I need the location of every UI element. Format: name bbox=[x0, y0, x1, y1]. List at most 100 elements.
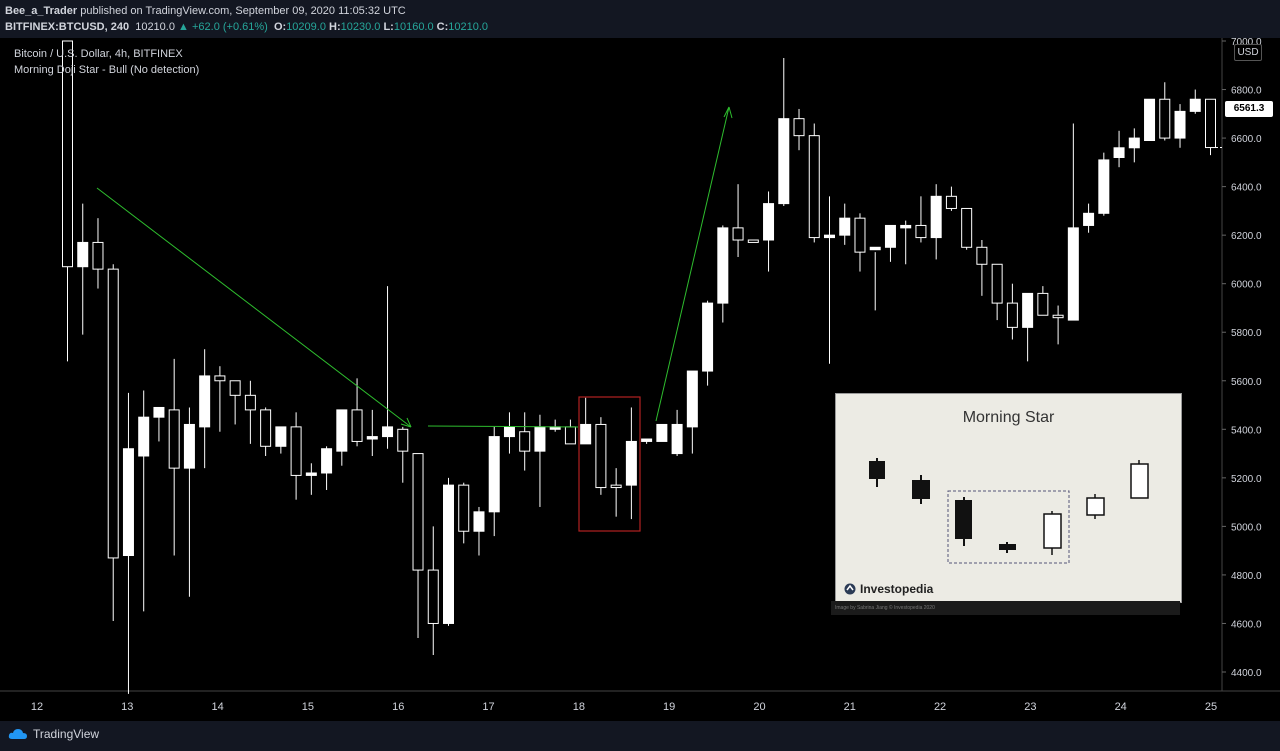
y-tick-label: 6000.0 bbox=[1231, 280, 1262, 291]
candle-body bbox=[671, 423, 683, 455]
candle-body bbox=[305, 472, 317, 476]
candle-body bbox=[458, 484, 470, 532]
low-label: L: bbox=[383, 21, 394, 33]
candle-body bbox=[244, 394, 256, 411]
inset-candle-7 bbox=[1130, 463, 1149, 499]
investopedia-brand: Investopedia bbox=[844, 582, 933, 596]
candle-body bbox=[275, 426, 287, 447]
close-value: 10210.0 bbox=[448, 21, 489, 33]
inset-title: Morning Star bbox=[962, 409, 1055, 426]
candle-body bbox=[778, 118, 790, 205]
sideways-line bbox=[427, 425, 579, 428]
x-tick-label: 20 bbox=[753, 701, 765, 713]
candle-body bbox=[138, 416, 150, 457]
close-label: C: bbox=[436, 21, 449, 33]
y-tick-label: 5800.0 bbox=[1231, 328, 1262, 339]
author-name[interactable]: Bee_a_Trader bbox=[5, 5, 78, 17]
candle-body bbox=[702, 302, 714, 372]
y-tick-label: 5000.0 bbox=[1231, 522, 1262, 533]
publish-line: Bee_a_Trader published on TradingView.co… bbox=[5, 5, 406, 17]
x-tick-label: 22 bbox=[934, 701, 946, 713]
candle-body bbox=[580, 423, 592, 445]
candle-body bbox=[351, 409, 363, 442]
candle-body bbox=[382, 426, 394, 438]
candle-body bbox=[641, 438, 653, 442]
y-tick-label: 5600.0 bbox=[1231, 377, 1262, 388]
downtrend-arrow-line bbox=[96, 187, 412, 428]
pattern-highlight-box bbox=[578, 396, 641, 532]
investopedia-logo-icon bbox=[844, 583, 856, 595]
last-price: 10210.0 bbox=[135, 21, 175, 33]
candle-body bbox=[519, 431, 531, 452]
candle-body bbox=[488, 436, 500, 513]
candle-body bbox=[107, 268, 119, 559]
candle-body bbox=[793, 118, 805, 137]
candle-body bbox=[900, 224, 912, 229]
chart-legend: Bitcoin / U.S. Dollar, 4h, BITFINEX Morn… bbox=[14, 46, 199, 78]
y-tick-label: 6600.0 bbox=[1231, 134, 1262, 145]
candle-body bbox=[336, 409, 348, 452]
candle-body bbox=[1189, 98, 1201, 112]
footer-bar: TradingView bbox=[0, 721, 1280, 751]
open-label: O: bbox=[273, 21, 287, 33]
y-tick-label: 5400.0 bbox=[1231, 425, 1262, 436]
ohlc-line: BITFINEX:BTCUSD, 240 10210.0 ▲ +62.0 (+0… bbox=[5, 21, 488, 33]
x-tick-label: 14 bbox=[211, 701, 223, 713]
x-tick-label: 16 bbox=[392, 701, 404, 713]
y-tick-label: 6200.0 bbox=[1231, 231, 1262, 242]
candle-body bbox=[397, 428, 409, 452]
candle-body bbox=[1144, 98, 1156, 142]
price-change: +62.0 (+0.61%) bbox=[191, 21, 268, 33]
candle-body bbox=[290, 426, 302, 476]
candle-body bbox=[168, 409, 180, 469]
candle-body bbox=[732, 227, 744, 241]
investopedia-label: Investopedia bbox=[860, 582, 934, 596]
downtrend-arrowhead bbox=[400, 417, 412, 428]
morning-star-diagram bbox=[869, 458, 1149, 564]
candle-body bbox=[595, 423, 607, 489]
candle-body bbox=[824, 234, 835, 239]
candle-body bbox=[717, 227, 729, 304]
candle-body bbox=[854, 217, 866, 253]
y-tick-label: 6800.0 bbox=[1231, 86, 1262, 97]
cloud-icon bbox=[8, 729, 28, 739]
candle-body bbox=[884, 224, 896, 248]
high-label: H: bbox=[329, 21, 341, 33]
candle-body bbox=[62, 40, 73, 268]
currency-button[interactable]: USD bbox=[1234, 44, 1262, 61]
indicator-label[interactable]: Morning Doji Star - Bull (No detection) bbox=[14, 64, 200, 76]
x-tick-label: 19 bbox=[663, 701, 675, 713]
inset-caption: Image by Sabrina Jiang © Investopedia 20… bbox=[831, 601, 1180, 615]
y-tick-label: 5200.0 bbox=[1231, 474, 1262, 485]
candle-body bbox=[1022, 292, 1034, 328]
candle-body bbox=[92, 241, 104, 270]
candle-body bbox=[122, 448, 134, 557]
candle-body bbox=[686, 370, 698, 428]
x-tick-label: 15 bbox=[302, 701, 314, 713]
candle-body bbox=[473, 511, 485, 532]
candle-body bbox=[564, 426, 576, 445]
morning-star-inset: Morning Star Investopedia bbox=[835, 393, 1182, 603]
candle-body bbox=[260, 409, 272, 447]
candle-body bbox=[77, 241, 89, 268]
candle-body bbox=[747, 239, 759, 243]
symbol-label: BITFINEX:BTCUSD, 240 bbox=[5, 21, 130, 33]
open-value: 10209.0 bbox=[286, 21, 326, 33]
candle-body bbox=[229, 380, 241, 396]
last-price-tag: 6561.3 bbox=[1225, 101, 1273, 117]
candle-body bbox=[1083, 212, 1095, 226]
tradingview-label: TradingView bbox=[33, 727, 100, 741]
candle-body bbox=[1128, 137, 1140, 149]
candle-body bbox=[1098, 159, 1110, 214]
price-chart[interactable]: 4400.0 4600.0 4800.0 5000.0 5200.0 5400.0 5600… bbox=[0, 38, 1280, 721]
candle-body bbox=[1052, 314, 1064, 319]
candle-body bbox=[1006, 302, 1018, 328]
low-value: 10160.0 bbox=[393, 21, 434, 33]
x-tick-label: 13 bbox=[121, 701, 133, 713]
chart-area[interactable]: 4400.0 4600.0 4800.0 5000.0 5200.0 5400.0 5600… bbox=[0, 38, 1280, 721]
tradingview-logo[interactable]: TradingView bbox=[8, 727, 99, 741]
candle-body bbox=[1174, 110, 1186, 139]
y-tick-label: 4400.0 bbox=[1231, 668, 1262, 679]
high-value: 10230.0 bbox=[340, 21, 381, 33]
candle-body bbox=[183, 423, 195, 469]
